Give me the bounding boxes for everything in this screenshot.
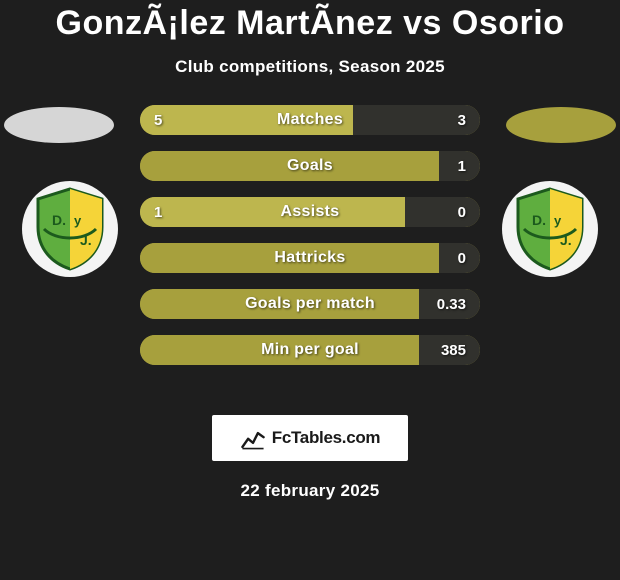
- stat-row: 0Hattricks: [140, 243, 480, 273]
- stat-row: 53Matches: [140, 105, 480, 135]
- stat-label: Min per goal: [140, 335, 480, 365]
- fctables-icon: [240, 425, 266, 451]
- stat-row: 1Goals: [140, 151, 480, 181]
- svg-text:D.: D.: [532, 212, 546, 228]
- stat-bars-container: 53Matches 1Goals 10Assists 0Hattricks 0.33Go…: [140, 105, 480, 381]
- svg-text:J.: J.: [560, 232, 572, 248]
- stat-label: Hattricks: [140, 243, 480, 273]
- shield-icon: D. y J.: [34, 187, 106, 271]
- page-title: GonzÃ¡lez MartÃ­nez vs Osorio: [0, 0, 620, 43]
- left-player-marker: [4, 107, 114, 143]
- comparison-card: GonzÃ¡lez MartÃ­nez vs Osorio Club compe…: [0, 0, 620, 580]
- svg-text:y: y: [74, 213, 82, 228]
- stat-label: Goals: [140, 151, 480, 181]
- attribution-text: FcTables.com: [272, 428, 381, 448]
- stat-label: Assists: [140, 197, 480, 227]
- svg-text:D.: D.: [52, 212, 66, 228]
- right-player-marker: [506, 107, 616, 143]
- stat-label: Goals per match: [140, 289, 480, 319]
- attribution-badge: FcTables.com: [212, 415, 408, 461]
- svg-text:y: y: [554, 213, 562, 228]
- subtitle: Club competitions, Season 2025: [0, 57, 620, 77]
- svg-text:J.: J.: [80, 232, 92, 248]
- stats-arena: D. y J. D. y J. 53Matches 1Goals 10Assists…: [0, 105, 620, 405]
- shield-icon: D. y J.: [514, 187, 586, 271]
- left-team-badge: D. y J.: [22, 181, 118, 277]
- stat-row: 385Min per goal: [140, 335, 480, 365]
- stat-row: 0.33Goals per match: [140, 289, 480, 319]
- stat-row: 10Assists: [140, 197, 480, 227]
- right-team-badge: D. y J.: [502, 181, 598, 277]
- stat-label: Matches: [140, 105, 480, 135]
- date-label: 22 february 2025: [0, 481, 620, 501]
